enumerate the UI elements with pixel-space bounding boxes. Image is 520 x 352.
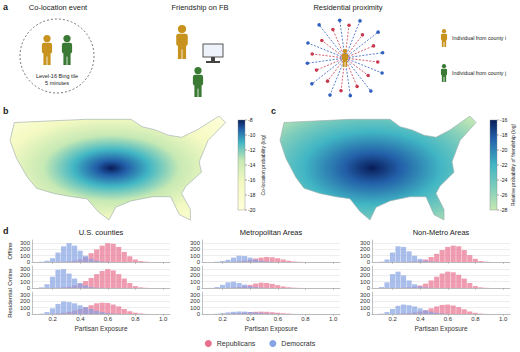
svg-text:1.0: 1.0 [159, 316, 168, 322]
svg-text:b: b [3, 106, 9, 116]
svg-text:100: 100 [20, 279, 31, 285]
svg-text:200: 200 [360, 298, 371, 304]
svg-text:Partisan Exposure: Partisan Exposure [244, 325, 297, 333]
svg-text:c: c [271, 106, 276, 116]
svg-text:0: 0 [27, 259, 31, 265]
svg-text:-24: -24 [500, 177, 508, 183]
svg-text:-14: -14 [248, 162, 256, 168]
svg-text:Republicans: Republicans [217, 340, 256, 348]
svg-text:Individual from county i: Individual from county i [452, 35, 506, 41]
svg-text:100: 100 [360, 279, 371, 285]
svg-text:1.0: 1.0 [329, 316, 338, 322]
svg-text:300: 300 [20, 292, 31, 298]
svg-text:0.4: 0.4 [416, 316, 425, 322]
svg-text:0.2: 0.2 [389, 316, 398, 322]
svg-text:-10: -10 [248, 132, 256, 138]
svg-text:0.6: 0.6 [444, 316, 453, 322]
svg-text:200: 200 [190, 272, 201, 278]
svg-text:300: 300 [190, 266, 201, 272]
svg-text:d: d [3, 226, 9, 236]
svg-text:-22: -22 [500, 162, 508, 168]
svg-text:Level-16 Bing tile: Level-16 Bing tile [36, 73, 78, 79]
svg-text:200: 200 [360, 272, 371, 278]
svg-text:Metropolitan Areas: Metropolitan Areas [240, 228, 303, 237]
svg-text:-8: -8 [248, 117, 253, 123]
svg-text:Democrats: Democrats [281, 340, 315, 347]
svg-text:0: 0 [367, 259, 371, 265]
svg-text:100: 100 [20, 305, 31, 311]
svg-text:0.8: 0.8 [131, 316, 140, 322]
svg-text:0: 0 [197, 259, 201, 265]
svg-text:100: 100 [190, 253, 201, 259]
svg-text:-18: -18 [248, 192, 256, 198]
svg-text:Co-location event: Co-location event [29, 3, 88, 12]
svg-text:0.2: 0.2 [49, 316, 58, 322]
svg-text:200: 200 [20, 298, 31, 304]
svg-text:-28: -28 [500, 207, 508, 213]
svg-text:200: 200 [190, 298, 201, 304]
svg-text:Non-Metro Areas: Non-Metro Areas [413, 228, 470, 237]
svg-text:Partisan Exposure: Partisan Exposure [414, 325, 467, 333]
svg-text:Residential proximity: Residential proximity [313, 3, 382, 12]
svg-text:300: 300 [20, 240, 31, 246]
svg-text:-20: -20 [500, 147, 508, 153]
svg-text:1.0: 1.0 [499, 316, 508, 322]
svg-text:300: 300 [360, 266, 371, 272]
svg-text:300: 300 [20, 266, 31, 272]
svg-text:Friendship on FB: Friendship on FB [171, 3, 228, 12]
svg-text:0.4: 0.4 [76, 316, 85, 322]
svg-text:0: 0 [367, 311, 371, 317]
svg-text:0: 0 [367, 285, 371, 291]
svg-text:0.8: 0.8 [471, 316, 480, 322]
svg-text:Co-location probability (log): Co-location probability (log) [260, 134, 266, 195]
svg-text:-20: -20 [248, 207, 256, 213]
svg-text:300: 300 [190, 240, 201, 246]
svg-text:5 minutes: 5 minutes [45, 80, 69, 86]
svg-text:0: 0 [27, 311, 31, 317]
svg-text:Individual from county j: Individual from county j [452, 70, 506, 76]
svg-text:200: 200 [360, 246, 371, 252]
svg-text:Residential: Residential [7, 288, 13, 318]
svg-text:0: 0 [197, 285, 201, 291]
svg-text:300: 300 [190, 292, 201, 298]
svg-text:Partisan Exposure: Partisan Exposure [74, 325, 127, 333]
svg-text:100: 100 [360, 305, 371, 311]
svg-text:200: 200 [20, 246, 31, 252]
svg-text:300: 300 [360, 240, 371, 246]
svg-text:0: 0 [27, 285, 31, 291]
svg-text:0.4: 0.4 [246, 316, 255, 322]
svg-text:100: 100 [190, 305, 201, 311]
svg-text:a: a [3, 2, 9, 12]
svg-text:-16: -16 [248, 177, 256, 183]
svg-text:0.8: 0.8 [301, 316, 310, 322]
svg-text:0.2: 0.2 [219, 316, 228, 322]
svg-text:Offline: Offline [7, 242, 13, 260]
svg-text:200: 200 [20, 272, 31, 278]
svg-text:-18: -18 [500, 132, 508, 138]
svg-text:200: 200 [190, 246, 201, 252]
svg-text:-26: -26 [500, 192, 508, 198]
svg-text:-16: -16 [500, 117, 508, 123]
svg-text:Relative probability of friend: Relative probability of friendship (log) [510, 124, 516, 207]
svg-text:-12: -12 [248, 147, 256, 153]
svg-text:0.6: 0.6 [104, 316, 113, 322]
svg-text:100: 100 [20, 253, 31, 259]
svg-text:0: 0 [197, 311, 201, 317]
svg-text:0.6: 0.6 [274, 316, 283, 322]
svg-text:U.S. counties: U.S. counties [79, 228, 124, 237]
svg-text:100: 100 [360, 253, 371, 259]
svg-text:Online: Online [7, 268, 13, 286]
svg-text:100: 100 [190, 279, 201, 285]
svg-text:300: 300 [360, 292, 371, 298]
